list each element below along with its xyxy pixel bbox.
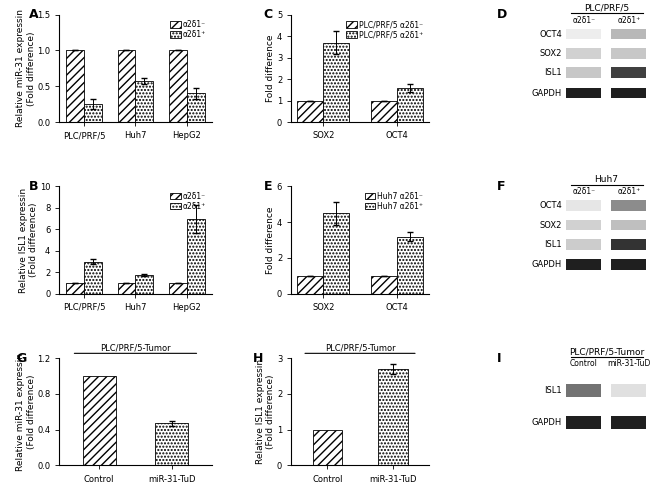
Bar: [66, 283, 84, 294]
Text: OCT4: OCT4: [539, 29, 562, 39]
Bar: [84, 104, 102, 122]
Bar: [117, 50, 135, 122]
Bar: [83, 376, 115, 465]
Text: SOX2: SOX2: [540, 49, 562, 58]
Bar: [187, 219, 205, 294]
Y-axis label: Relative ISL1 expressin
(Fold difference): Relative ISL1 expressin (Fold difference…: [19, 188, 38, 293]
Bar: [323, 213, 349, 294]
Bar: [611, 88, 646, 98]
Y-axis label: Fold difference: Fold difference: [267, 35, 275, 102]
Text: C: C: [264, 8, 273, 21]
Legend: α2δ1⁻, α2δ1⁺: α2δ1⁻, α2δ1⁺: [168, 19, 208, 41]
Text: GAPDH: GAPDH: [532, 89, 562, 98]
Text: α2δ1⁻: α2δ1⁻: [572, 187, 595, 196]
Text: OCT4: OCT4: [539, 201, 562, 210]
Text: H: H: [253, 352, 263, 365]
Bar: [169, 50, 187, 122]
Text: Control: Control: [570, 359, 598, 368]
Bar: [566, 200, 601, 211]
Bar: [135, 275, 153, 294]
Bar: [611, 200, 646, 211]
Bar: [117, 283, 135, 294]
Text: G: G: [16, 352, 27, 365]
Text: miR-31-TuD: miR-31-TuD: [607, 359, 651, 368]
Legend: α2δ1⁻, α2δ1⁺: α2δ1⁻, α2δ1⁺: [168, 190, 208, 213]
Bar: [155, 423, 188, 466]
Y-axis label: Relative miR-31 expressin
(Fold difference): Relative miR-31 expressin (Fold differen…: [16, 9, 36, 127]
Y-axis label: Fold difference: Fold difference: [267, 206, 275, 274]
Bar: [611, 384, 646, 397]
Bar: [187, 94, 205, 122]
Bar: [566, 48, 601, 59]
Text: ISL1: ISL1: [544, 240, 562, 249]
Y-axis label: Relative miR-31 expressin
(Fold difference): Relative miR-31 expressin (Fold differen…: [16, 353, 36, 471]
Bar: [611, 416, 646, 429]
Text: α2δ1⁻: α2δ1⁻: [572, 16, 595, 24]
Text: F: F: [497, 180, 506, 193]
Bar: [312, 430, 342, 466]
Bar: [611, 220, 646, 230]
Bar: [566, 384, 601, 397]
Y-axis label: Relative ISL1 expressin
(Fold difference): Relative ISL1 expressin (Fold difference…: [256, 359, 275, 465]
Bar: [611, 48, 646, 59]
Bar: [298, 100, 323, 122]
Text: ISL1: ISL1: [544, 386, 562, 395]
Text: Huh7: Huh7: [594, 175, 618, 184]
Bar: [323, 43, 349, 122]
Bar: [135, 81, 153, 122]
Text: I: I: [497, 352, 502, 365]
Bar: [371, 276, 397, 294]
Text: GAPDH: GAPDH: [532, 260, 562, 270]
Text: GAPDH: GAPDH: [532, 418, 562, 427]
Bar: [566, 259, 601, 270]
Legend: PLC/PRF/5 α2δ1⁻, PLC/PRF/5 α2δ1⁺: PLC/PRF/5 α2δ1⁻, PLC/PRF/5 α2δ1⁺: [345, 19, 425, 41]
Bar: [397, 88, 422, 122]
Bar: [298, 276, 323, 294]
Text: PLC/PRF/5-Tumor: PLC/PRF/5-Tumor: [569, 347, 644, 356]
Bar: [611, 259, 646, 270]
Bar: [84, 262, 102, 294]
Bar: [611, 28, 646, 39]
Bar: [378, 369, 407, 466]
Bar: [611, 239, 646, 250]
Bar: [66, 50, 84, 122]
Text: PLC/PRF/5-Tumor: PLC/PRF/5-Tumor: [325, 343, 395, 352]
Bar: [566, 88, 601, 98]
Bar: [566, 239, 601, 250]
Bar: [566, 220, 601, 230]
Bar: [566, 28, 601, 39]
Bar: [611, 67, 646, 78]
Text: α2δ1⁺: α2δ1⁺: [617, 16, 640, 24]
Bar: [566, 416, 601, 429]
Bar: [169, 283, 187, 294]
Text: α2δ1⁺: α2δ1⁺: [617, 187, 640, 196]
Bar: [397, 237, 422, 294]
Legend: Huh7 α2δ1⁻, Huh7 α2δ1⁺: Huh7 α2δ1⁻, Huh7 α2δ1⁺: [363, 190, 425, 213]
Text: E: E: [264, 180, 272, 193]
Text: ISL1: ISL1: [544, 68, 562, 77]
Bar: [566, 67, 601, 78]
Text: D: D: [497, 8, 507, 21]
Bar: [371, 100, 397, 122]
Text: A: A: [29, 8, 38, 21]
Text: B: B: [29, 180, 38, 193]
Text: SOX2: SOX2: [540, 220, 562, 230]
Text: PLC/PRF/5: PLC/PRF/5: [583, 3, 629, 13]
Text: PLC/PRF/5-Tumor: PLC/PRF/5-Tumor: [100, 343, 171, 352]
